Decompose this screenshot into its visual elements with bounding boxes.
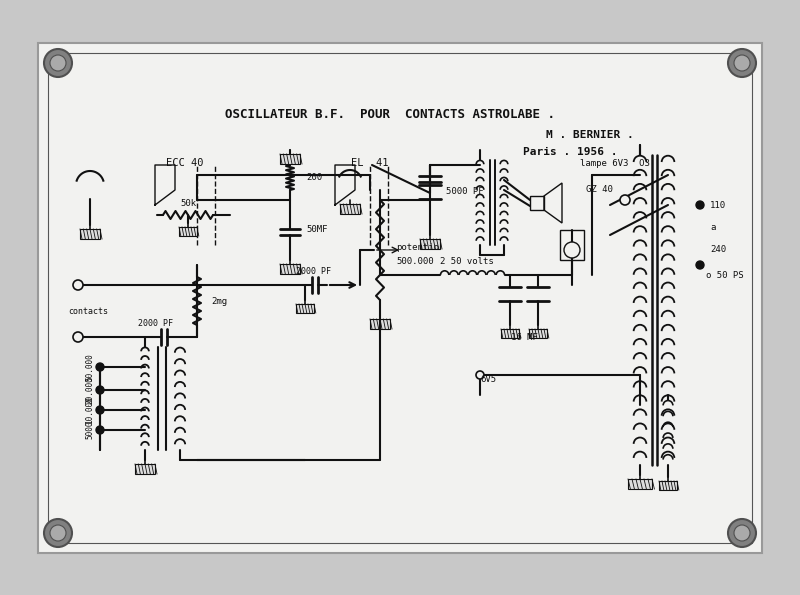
Text: Paris . 1956 .: Paris . 1956 .: [522, 147, 618, 157]
Text: 110: 110: [710, 201, 726, 209]
Circle shape: [734, 55, 750, 71]
Circle shape: [728, 49, 756, 77]
Bar: [179, 227, 197, 236]
Text: 2 50 volts: 2 50 volts: [440, 256, 494, 265]
Text: 200: 200: [306, 173, 322, 181]
Text: 20.000: 20.000: [85, 376, 94, 404]
Circle shape: [564, 242, 580, 258]
Text: 2mg: 2mg: [211, 296, 227, 305]
Bar: [80, 229, 100, 239]
Text: a: a: [710, 223, 715, 231]
Bar: [501, 329, 519, 338]
Text: 5000: 5000: [85, 421, 94, 439]
Bar: [420, 239, 440, 249]
Bar: [38, 43, 762, 553]
Text: 5000 PF: 5000 PF: [446, 186, 484, 196]
Circle shape: [96, 386, 104, 394]
Circle shape: [696, 261, 704, 269]
Text: contacts: contacts: [68, 306, 108, 315]
Text: 10.000: 10.000: [85, 396, 94, 424]
Text: 500.000: 500.000: [396, 256, 434, 265]
Bar: [628, 479, 652, 489]
Text: 50k: 50k: [180, 199, 196, 208]
Circle shape: [96, 406, 104, 414]
Bar: [530, 196, 544, 210]
Text: 16 MF: 16 MF: [510, 333, 538, 342]
Circle shape: [620, 195, 630, 205]
Text: ECC 40: ECC 40: [166, 158, 204, 168]
Bar: [560, 230, 584, 260]
Bar: [659, 481, 677, 490]
Text: o 50 PS: o 50 PS: [706, 271, 744, 280]
Text: 240: 240: [710, 246, 726, 255]
Text: 50MF: 50MF: [306, 224, 327, 233]
Circle shape: [96, 363, 104, 371]
Text: potentio: potentio: [396, 243, 439, 252]
Text: 50.000: 50.000: [85, 353, 94, 381]
Text: 2000 PF: 2000 PF: [138, 318, 173, 327]
Bar: [296, 304, 314, 313]
Circle shape: [476, 371, 484, 379]
Bar: [48, 53, 752, 543]
Text: lampe 6V3  O3: lampe 6V3 O3: [580, 158, 650, 168]
Bar: [529, 329, 547, 338]
Bar: [135, 464, 155, 474]
Circle shape: [44, 49, 72, 77]
Text: M . BERNIER .: M . BERNIER .: [546, 130, 634, 140]
Text: 6V5: 6V5: [480, 375, 496, 384]
Circle shape: [73, 332, 83, 342]
Circle shape: [96, 426, 104, 434]
Bar: [370, 319, 390, 329]
Text: OSCILLATEUR B.F.  POUR  CONTACTS ASTROLABE .: OSCILLATEUR B.F. POUR CONTACTS ASTROLABE…: [225, 108, 555, 121]
Circle shape: [50, 55, 66, 71]
Bar: [340, 204, 360, 214]
Circle shape: [73, 280, 83, 290]
Circle shape: [696, 201, 704, 209]
Circle shape: [44, 519, 72, 547]
Text: 2000 PF: 2000 PF: [295, 267, 330, 275]
Circle shape: [734, 525, 750, 541]
Text: EL  41: EL 41: [351, 158, 389, 168]
Bar: [280, 154, 300, 164]
Text: GZ 40: GZ 40: [586, 184, 613, 193]
Circle shape: [728, 519, 756, 547]
Bar: [280, 264, 300, 274]
Circle shape: [50, 525, 66, 541]
